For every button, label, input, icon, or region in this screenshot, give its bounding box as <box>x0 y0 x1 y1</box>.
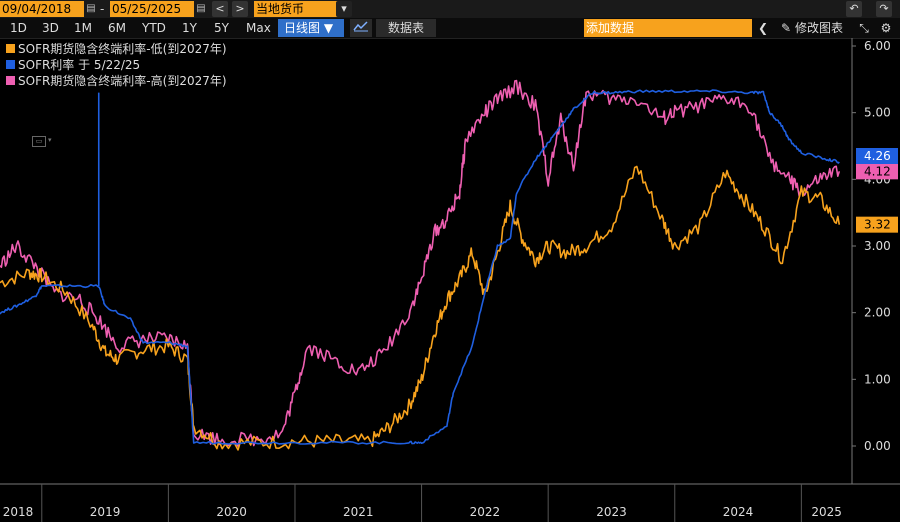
range-6m[interactable]: 6M <box>108 21 126 35</box>
last-value-labels: 4.124.26 3.32 <box>856 148 898 233</box>
x-tick-label: 2019 <box>90 505 121 519</box>
x-tick-label: 2023 <box>596 505 627 519</box>
start-date-input[interactable]: 09/04/2018 <box>0 1 84 17</box>
x-tick-label: 2020 <box>216 505 247 519</box>
chevron-down-icon[interactable]: ▾ <box>48 136 52 144</box>
range-1y[interactable]: 1Y <box>182 21 197 35</box>
range-max[interactable]: Max <box>246 21 271 35</box>
legend-swatch <box>6 76 15 85</box>
series-line-blue <box>0 89 840 445</box>
legend-label: SOFR利率 于 5/22/25 <box>18 58 141 72</box>
legend-label: SOFR期货隐含终端利率-高(到2027年) <box>18 74 227 88</box>
last-value-badge <box>856 148 898 164</box>
legend-swatch <box>6 44 15 53</box>
last-value-text: 4.12 <box>864 164 891 178</box>
legend-item-orange[interactable]: SOFR期货隐含终端利率-低(到2027年) <box>4 41 227 57</box>
y-axis: 6.005.004.003.002.001.000.00 <box>852 39 891 453</box>
range-1d[interactable]: 1D <box>10 21 27 35</box>
range-5y[interactable]: 5Y <box>214 21 229 35</box>
chevron-down-icon[interactable]: ▾ <box>336 1 352 17</box>
chart-type-select[interactable]: 日线图 ▼ <box>278 19 344 37</box>
x-tick-label: 2022 <box>470 505 501 519</box>
last-value-text: 4.26 <box>864 149 891 163</box>
legend-swatch <box>6 60 15 69</box>
series-group <box>0 79 841 451</box>
data-table-button[interactable]: 数据表 <box>376 19 436 37</box>
legend: SOFR期货隐含终端利率-低(到2027年) SOFR利率 于 5/22/25 … <box>4 41 227 89</box>
redo-icon[interactable]: ↷ <box>876 1 892 17</box>
calendar-icon[interactable]: ▤ <box>196 3 206 14</box>
edit-chart-label: 修改图表 <box>794 21 843 35</box>
add-data-input[interactable]: 添加数据 <box>584 19 752 37</box>
end-date-input[interactable]: 05/25/2025 <box>110 1 194 17</box>
legend-label: SOFR期货隐含终端利率-低(到2027年) <box>18 42 227 56</box>
last-value-badge <box>856 163 898 180</box>
last-value-badge <box>856 216 898 233</box>
collapse-icon[interactable]: ❮ <box>757 21 769 35</box>
y-tick-label: 5.00 <box>864 106 891 120</box>
last-value-text: 3.32 <box>864 218 891 232</box>
zoom-icon[interactable]: ⤡ <box>859 21 869 35</box>
line-chart-icon[interactable] <box>350 19 372 37</box>
x-tick-label: 2024 <box>723 505 754 519</box>
legend-item-blue[interactable]: SOFR利率 于 5/22/25 <box>4 57 227 73</box>
x-axis: 2018 2019 2020 2021 2022 2023 2024 2025 <box>3 484 842 522</box>
y-tick-label: 1.00 <box>864 372 891 386</box>
range-3d[interactable]: 3D <box>42 21 59 35</box>
range-toolbar: 1D 3D 1M 6M YTD 1Y 5Y Max 日线图 ▼ 数据表 添加数据… <box>0 18 900 39</box>
y-tick-label: 0.00 <box>864 439 891 453</box>
chart-area: 6.005.004.003.002.001.000.00 20182019202… <box>0 38 900 522</box>
undo-icon[interactable]: ↶ <box>846 1 862 17</box>
calendar-icon[interactable]: ▤ <box>86 3 96 14</box>
range-1m[interactable]: 1M <box>74 21 92 35</box>
series-line-pink <box>0 79 841 448</box>
currency-select[interactable]: 当地货币 <box>254 1 338 17</box>
range-ytd[interactable]: YTD <box>142 21 166 35</box>
series-line-orange <box>0 165 841 451</box>
gear-icon[interactable]: ⚙ <box>880 21 892 35</box>
forward-arrow-icon[interactable]: > <box>232 1 248 17</box>
date-separator: - <box>100 2 105 16</box>
back-arrow-icon[interactable]: < <box>212 1 228 17</box>
y-tick-label: 2.00 <box>864 306 891 320</box>
y-tick-label: 3.00 <box>864 239 891 253</box>
legend-item-pink[interactable]: SOFR期货隐含终端利率-高(到2027年) <box>4 73 227 89</box>
x-tick-label: 2018 <box>3 505 34 519</box>
x-tick-label: 2021 <box>343 505 374 519</box>
annotation-toggle-icon[interactable]: ▭ <box>32 136 46 147</box>
y-tick-label: 6.00 <box>864 39 891 53</box>
top-toolbar: 09/04/2018 ▤ - 05/25/2025 ▤ < > 当地货币 ▾ ↶… <box>0 0 900 18</box>
x-tick-label: 2025 <box>811 505 842 519</box>
pencil-icon: ✎ <box>781 21 792 35</box>
edit-chart-button[interactable]: ✎ 修改图表 <box>776 19 848 37</box>
grid <box>0 38 900 485</box>
